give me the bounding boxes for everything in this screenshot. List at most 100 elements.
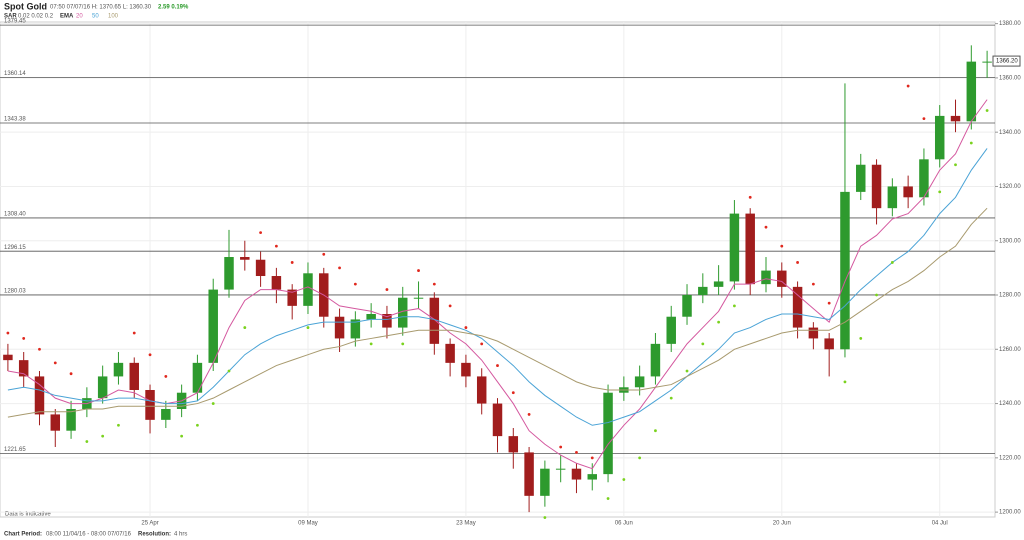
quote: 07:50 07/07/16 H: 1370.65 L: 1360.30 [50,5,152,11]
sar-dot [796,261,799,264]
y-tick-label: 1320.00 [999,184,1021,190]
sar-dot [654,429,657,433]
candle-body [792,286,803,328]
candle-body [50,414,61,431]
sar-dot [448,304,452,308]
x-tick-label: 20 Jun [773,521,791,527]
legend-entry: 50 [92,14,99,20]
sar-dot [859,337,863,340]
x-tick-label: 04 Jul [932,521,948,527]
candle-body [492,403,503,437]
candle-body [508,436,519,453]
candle-body [824,338,834,350]
sar-dot [290,261,294,264]
sar-dot [85,440,89,443]
sar-dot [148,353,152,357]
title: Spot Gold [4,1,47,11]
sar-dot [669,396,673,400]
candle-body [224,257,234,290]
sar-dot [132,331,136,335]
sar-dot [559,445,563,449]
level-label: 1296.15 [4,245,26,251]
period-label: Chart Period: [4,532,42,538]
last-price-box [992,55,1021,67]
sar-dot [69,372,73,376]
sar-dot [511,391,515,395]
sar-dot [638,456,642,460]
candle-body [192,362,203,393]
sar-dot [685,369,689,373]
y-tick-label: 1220.00 [999,455,1021,461]
y-tick-label: 1200.00 [999,510,1021,516]
y-tick-label: 1280.00 [999,293,1021,299]
candle-body [903,186,913,198]
sar-dot [211,402,215,405]
sar-label: SAR [4,14,17,20]
candle-body [555,468,566,470]
sar-dot [922,117,926,121]
plot-frame [0,21,996,518]
sar-dot [622,478,626,481]
candle-body [698,286,708,296]
candle-body [66,408,76,431]
resolution-label: Resolution: [138,532,171,538]
sar-dot [274,244,278,248]
sar-dot [890,261,894,264]
sar-dot [906,84,910,88]
sar-dot [701,342,705,346]
y-tick-label: 1300.00 [999,238,1021,244]
candle-body [145,389,155,420]
ema-label: EMA [60,14,74,20]
level-label: 1308.40 [4,212,26,218]
sar-dot [606,497,610,500]
level-label: 1360.14 [4,71,26,77]
candle-body [3,354,13,361]
x-tick-label: 23 May [456,521,476,527]
candle-body [856,164,866,192]
candle-body [97,376,108,399]
sar-dot [353,282,357,286]
candle-body [919,159,929,198]
candle-body [729,213,740,282]
sar-dot [338,266,341,270]
sar-dot [875,293,878,297]
candle-body [950,115,961,122]
candle-body [634,376,645,388]
y-tick-label: 1340.00 [999,130,1021,136]
candle-body [476,376,487,404]
y-tick-label: 1240.00 [999,401,1021,407]
candle-body [271,276,282,290]
last-price-label: 1366.20 [996,59,1018,65]
x-tick-label: 25 Apr [141,521,158,527]
sar-dot [938,190,942,194]
sar-dot [243,326,247,329]
candle-body [34,376,45,415]
candle-body [934,115,945,160]
sar-dot [306,326,310,329]
y-tick-label: 1360.00 [999,75,1021,81]
candle-body [966,61,977,122]
level-label: 1343.38 [4,117,26,123]
x-tick-label: 09 May [298,521,318,527]
sar-dot [717,320,721,324]
legend-entry: 100 [108,14,119,20]
candle-body [540,468,550,496]
candle-body [761,270,771,285]
sar-dot [480,342,484,346]
sar-dot [117,423,120,427]
candle-body [524,452,534,496]
sar-params: 0.02 0.02 0.2 [18,14,54,20]
sar-dot [432,282,436,286]
candle-body [18,360,29,377]
level-label: 1379.45 [4,19,26,25]
sar-dot [101,434,105,438]
sar-dot [969,141,973,145]
candle-body [840,191,850,350]
ema-line [7,99,988,470]
candle-body [682,295,692,317]
candle-body [713,281,724,287]
sar-dot [464,326,468,329]
candle-body [382,314,392,328]
sar-dot [748,195,752,199]
level-label: 1221.65 [4,447,26,453]
